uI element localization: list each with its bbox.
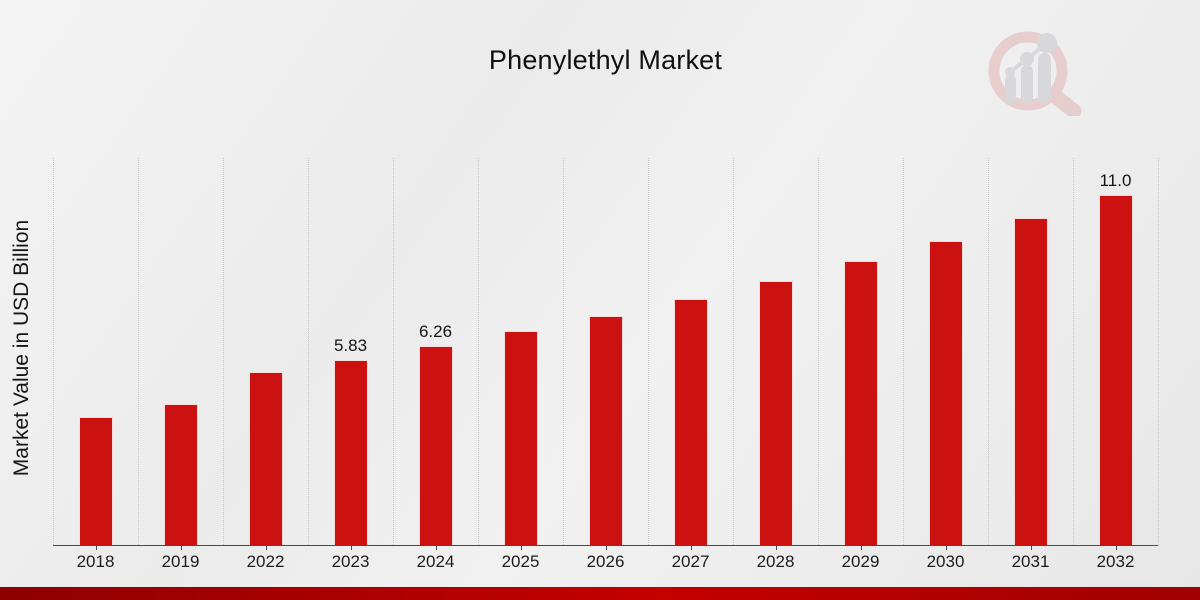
bar-2028 (758, 280, 793, 545)
bar-2031 (1013, 218, 1048, 545)
bar-2018 (78, 416, 113, 545)
category-slot-2032: 11.0 2032 (1073, 158, 1158, 571)
gridline (393, 158, 394, 545)
category-slot-2018: 2018 (53, 158, 138, 571)
category-slot-2026: 2026 (563, 158, 648, 571)
bar-2022 (248, 372, 283, 545)
x-axis-label-2032: 2032 (1096, 552, 1135, 571)
x-axis-label-2024: 2024 (416, 552, 455, 571)
x-axis-tick (1115, 545, 1117, 550)
x-axis-label-2023: 2023 (331, 552, 370, 571)
gridline (53, 158, 54, 545)
x-axis-label-2027: 2027 (671, 552, 710, 571)
gridline (648, 158, 649, 545)
gridline (223, 158, 224, 545)
logo-dot-medium (1020, 52, 1034, 66)
gridline (733, 158, 734, 545)
gridline (903, 158, 904, 545)
bar-value-label-2032: 11.0 (1099, 171, 1132, 191)
logo-bar-medium (1021, 65, 1033, 104)
x-axis-label-2031: 2031 (1011, 552, 1050, 571)
category-slot-2024: 6.26 2024 (393, 158, 478, 571)
bar-2027 (673, 298, 708, 545)
footer-accent-band (0, 587, 1200, 600)
x-axis-tick (435, 545, 437, 550)
x-axis-tick (690, 545, 692, 550)
category-slot-2030: 2030 (903, 158, 988, 571)
x-axis-label-2029: 2029 (841, 552, 880, 571)
x-axis-tick (945, 545, 947, 550)
bar-value-label-2024: 6.26 (418, 321, 453, 341)
bar-2029 (843, 261, 878, 545)
bar-2025 (503, 331, 538, 545)
x-axis-tick (775, 545, 777, 550)
x-axis-label-2025: 2025 (501, 552, 540, 571)
gridline (478, 158, 479, 545)
plot-area: 2018 2019 2022 5.83 2023 6.26 2024 2025 2026 2027… (53, 158, 1159, 571)
x-axis-tick (95, 545, 97, 550)
bar-2024 (418, 345, 453, 545)
logo-bar-large (1038, 53, 1051, 104)
bar-2019 (163, 404, 198, 545)
bar-2030 (928, 240, 963, 545)
x-axis-tick (350, 545, 352, 550)
x-axis-tick (265, 545, 267, 550)
gridline (308, 158, 309, 545)
category-slot-2027: 2027 (648, 158, 733, 571)
gridline (988, 158, 989, 545)
category-slot-2025: 2025 (478, 158, 563, 571)
gridline (138, 158, 139, 545)
logo-dot-large (1037, 33, 1057, 53)
bar-2032 (1098, 195, 1133, 545)
category-slot-2022: 2022 (223, 158, 308, 571)
category-slot-2028: 2028 (733, 158, 818, 571)
y-axis-label: Market Value in USD Billion (10, 219, 33, 477)
logo-dot-small (1005, 67, 1015, 77)
chart-title: Phenylethyl Market (488, 45, 723, 75)
gridline (1073, 158, 1074, 545)
gridline (818, 158, 819, 545)
x-axis-label-2019: 2019 (161, 552, 200, 571)
gridline (1158, 158, 1159, 545)
magnifier-ring (988, 31, 1068, 111)
x-axis-tick (860, 545, 862, 550)
magnifier-growth-chart-logo (988, 31, 1082, 116)
x-axis-tick (605, 545, 607, 550)
logo-bar-small (1005, 75, 1016, 104)
x-axis-label-2028: 2028 (756, 552, 795, 571)
bar-2026 (588, 315, 623, 545)
bar-value-label-2023: 5.83 (333, 335, 368, 355)
category-slot-2023: 5.83 2023 (308, 158, 393, 571)
x-axis-label-2018: 2018 (76, 552, 115, 571)
category-slot-2019: 2019 (138, 158, 223, 571)
x-axis-tick (180, 545, 182, 550)
x-axis-label-2022: 2022 (246, 552, 285, 571)
category-slot-2029: 2029 (818, 158, 903, 571)
x-axis-tick (1030, 545, 1032, 550)
gridline (563, 158, 564, 545)
category-slot-2031: 2031 (988, 158, 1073, 571)
magnifier-handle (1048, 89, 1082, 116)
x-axis-label-2026: 2026 (586, 552, 625, 571)
x-axis-label-2030: 2030 (926, 552, 965, 571)
bar-2023 (333, 359, 368, 545)
x-axis-tick (520, 545, 522, 550)
